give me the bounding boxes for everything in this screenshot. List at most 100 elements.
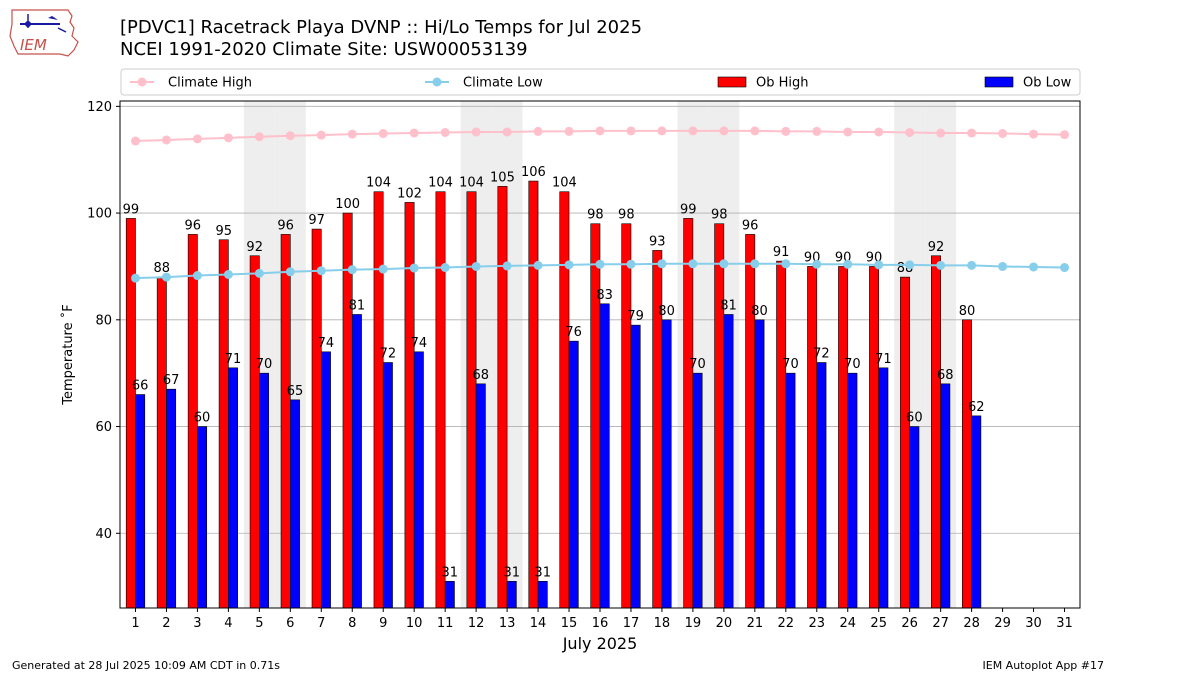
ob-high-bar	[311, 228, 322, 609]
ob-low-label: 65	[287, 384, 304, 399]
chart-title-line1: [PDVC1] Racetrack Playa DVNP :: Hi/Lo Te…	[120, 17, 643, 38]
ob-low-label: 31	[442, 565, 459, 580]
ob-low-label: 60	[194, 411, 211, 426]
climate-low-point	[192, 271, 202, 281]
climate-high-point	[812, 126, 822, 136]
ob-low-label: 67	[163, 373, 180, 388]
legend-label: Climate Low	[463, 76, 543, 91]
ob-low-label: 74	[318, 336, 335, 351]
climate-low-point	[657, 259, 667, 269]
ob-low-label: 80	[658, 304, 675, 319]
climate-low-point	[347, 265, 357, 275]
ob-high-label: 106	[521, 165, 546, 180]
x-tick-label: 10	[406, 616, 423, 631]
ob-high-bar	[714, 223, 725, 609]
ob-high-bar	[683, 218, 694, 609]
ob-low-bar	[290, 399, 300, 609]
ob-low-label: 70	[782, 357, 799, 372]
ob-high-label: 91	[773, 245, 790, 260]
ob-low-label: 66	[132, 379, 149, 394]
ob-low-bar	[197, 426, 208, 609]
x-tick-label: 2	[162, 616, 170, 631]
ob-low-label: 70	[844, 357, 861, 372]
climate-high-point	[130, 136, 140, 146]
climate-high-point	[626, 126, 636, 136]
ob-high-bar	[466, 191, 477, 609]
x-tick-label: 19	[685, 616, 702, 631]
climate-high-point	[285, 131, 295, 141]
x-tick-label: 8	[348, 616, 356, 631]
legend-item: Ob Low	[984, 76, 1072, 91]
ob-high-label: 102	[397, 186, 422, 201]
climate-high-point	[533, 126, 543, 136]
climate-high-point	[936, 128, 946, 138]
ob-high-bar	[497, 186, 508, 609]
ob-high-bar	[156, 276, 167, 609]
ob-high-label: 96	[185, 218, 202, 233]
y-tick-label: 60	[95, 420, 112, 435]
climate-low-point	[409, 263, 419, 273]
ob-high-label: 92	[246, 240, 263, 255]
climate-high-point	[378, 129, 388, 139]
ob-low-label: 74	[411, 336, 428, 351]
ob-low-bar	[537, 581, 548, 609]
legend-bar-swatch	[984, 76, 1014, 88]
x-tick-label: 3	[193, 616, 201, 631]
legend-item: Ob High	[717, 76, 809, 91]
ob-low-bar	[754, 319, 765, 609]
climate-low-point	[688, 259, 698, 269]
ob-high-label: 98	[587, 208, 604, 223]
ob-high-bar	[900, 276, 910, 609]
chart-title-line2: NCEI 1991-2020 Climate Site: USW00053139	[120, 39, 528, 60]
climate-high-point	[595, 126, 605, 136]
x-tick-label: 9	[379, 616, 387, 631]
ob-high-label: 104	[459, 176, 484, 191]
ob-high-label: 93	[649, 234, 666, 249]
climate-high-point	[409, 128, 419, 138]
climate-low-point	[998, 261, 1008, 271]
climate-high-point	[1060, 130, 1070, 140]
ob-high-bar	[280, 234, 291, 609]
ob-low-label: 70	[256, 357, 273, 372]
ob-low-bar	[661, 319, 672, 609]
x-tick-label: 26	[901, 616, 918, 631]
climate-low-point	[626, 259, 636, 269]
ob-high-label: 104	[366, 176, 391, 191]
climate-low-point	[1029, 262, 1039, 272]
legend-label: Climate High	[168, 76, 252, 91]
x-tick-label: 18	[654, 616, 671, 631]
climate-low-point	[316, 266, 326, 276]
ob-low-bar	[878, 367, 889, 609]
climate-low-point	[161, 272, 171, 282]
climate-low-point	[874, 260, 884, 270]
x-tick-label: 7	[317, 616, 325, 631]
climate-high-point	[1029, 129, 1039, 139]
ob-low-label: 83	[596, 288, 613, 303]
ob-low-bar	[785, 372, 796, 609]
ob-high-bar	[590, 223, 601, 609]
climate-low-point	[843, 259, 853, 269]
climate-high-point	[719, 126, 729, 136]
climate-high-point	[843, 127, 853, 137]
ob-low-bar	[413, 351, 424, 609]
ob-high-bar	[249, 255, 260, 609]
climate-low-point	[471, 261, 481, 271]
ob-high-bar	[869, 266, 880, 609]
ob-high-bar	[931, 255, 941, 609]
x-tick-label: 5	[255, 616, 263, 631]
x-tick-label: 11	[437, 616, 454, 631]
y-tick-label: 80	[95, 313, 112, 328]
ob-low-label: 72	[380, 347, 397, 362]
climate-high-point	[471, 127, 481, 137]
x-tick-label: 23	[809, 616, 826, 631]
ob-high-label: 99	[123, 202, 140, 217]
climate-low-point	[812, 259, 822, 269]
y-tick-label: 100	[87, 207, 112, 222]
x-tick-label: 27	[932, 616, 949, 631]
ob-low-bar	[382, 362, 393, 609]
climate-low-point	[936, 260, 946, 270]
ob-low-bar	[568, 340, 579, 609]
climate-low-point	[905, 260, 915, 270]
x-tick-label: 13	[499, 616, 516, 631]
climate-high-point	[161, 135, 171, 145]
